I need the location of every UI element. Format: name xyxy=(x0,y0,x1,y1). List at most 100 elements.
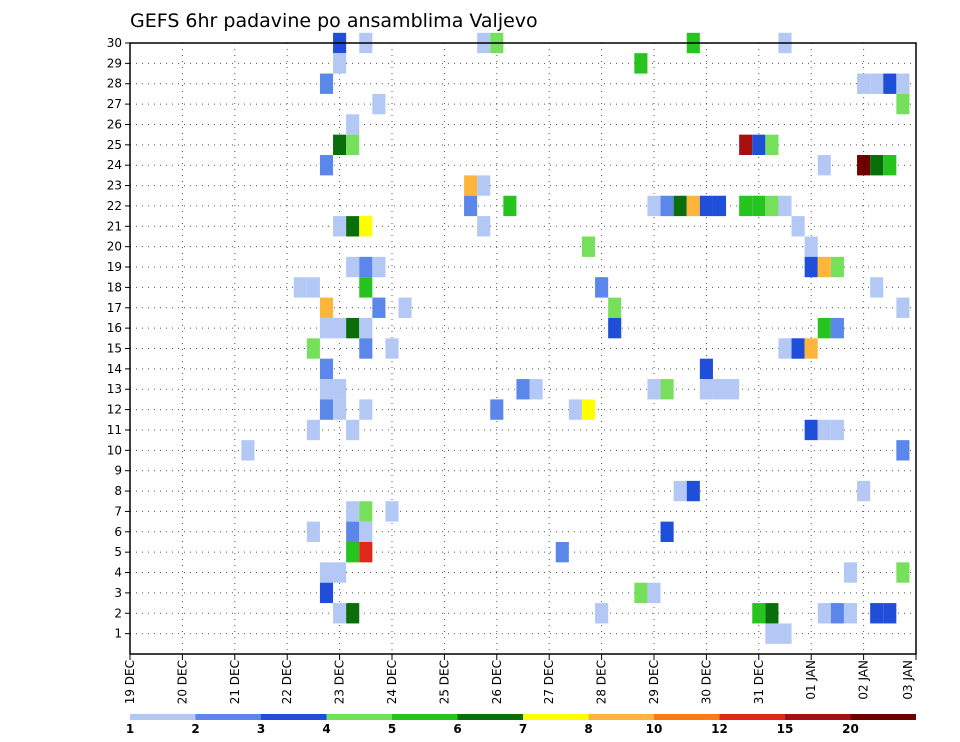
heatmap-cell xyxy=(306,338,320,359)
colorbar-segment xyxy=(588,714,654,720)
heatmap-cell xyxy=(385,338,399,359)
heatmap-cell xyxy=(778,195,792,217)
heatmap-cell xyxy=(319,399,334,420)
y-tick-label: 5 xyxy=(114,545,122,559)
heatmap-cell xyxy=(398,297,412,318)
heatmap-cell xyxy=(870,155,884,176)
heatmap-cell xyxy=(712,379,727,400)
heatmap-cell xyxy=(359,399,373,420)
y-tick-label: 16 xyxy=(107,321,122,335)
heatmap-cell xyxy=(359,501,373,522)
x-tick-label: 19 DEC xyxy=(123,660,137,704)
heatmap-cell xyxy=(843,562,858,583)
heatmap-cell xyxy=(804,419,818,441)
y-tick-label: 27 xyxy=(107,97,122,111)
x-tick-label: 03 JAN xyxy=(901,660,915,700)
heatmap-cell xyxy=(791,216,805,237)
y-tick-label: 14 xyxy=(107,362,122,376)
heatmap-cell xyxy=(686,195,700,217)
heatmap-cell xyxy=(804,338,818,359)
heatmap-cell xyxy=(241,440,255,461)
heatmap-cell xyxy=(490,399,504,420)
y-tick-label: 22 xyxy=(107,199,122,213)
heatmap-cell xyxy=(830,419,844,441)
heatmap-cell xyxy=(333,379,347,400)
heatmap-cell xyxy=(477,175,491,196)
heatmap-cell xyxy=(346,114,360,135)
heatmap-cell xyxy=(306,521,320,542)
heatmap-cell xyxy=(896,440,910,461)
y-tick-label: 23 xyxy=(107,179,122,193)
heatmap-cell xyxy=(346,419,360,441)
heatmap-cell xyxy=(333,134,347,156)
heatmap-cell xyxy=(319,379,334,400)
x-tick-label: 28 DEC xyxy=(595,660,609,704)
heatmap-cell xyxy=(791,338,805,359)
heatmap-cell xyxy=(830,317,844,339)
colorbar-segment xyxy=(457,714,523,720)
heatmap-cell xyxy=(778,338,792,359)
heatmap-cell xyxy=(765,603,779,624)
heatmap-cell xyxy=(896,562,910,583)
heatmap-cell xyxy=(346,521,360,542)
heatmap-cell xyxy=(372,93,386,115)
heatmap-cell xyxy=(581,399,596,420)
heatmap-cell xyxy=(333,603,347,624)
y-tick-label: 18 xyxy=(107,280,122,294)
heatmap-cell xyxy=(346,256,360,278)
heatmap-cell xyxy=(739,195,753,217)
colorbar-label: 15 xyxy=(777,722,794,736)
x-tick-label: 02 JAN xyxy=(857,660,871,700)
heatmap-cell xyxy=(686,480,700,502)
heatmap-cell xyxy=(883,155,897,176)
x-tick-label: 27 DEC xyxy=(542,660,556,704)
heatmap-cell xyxy=(359,317,373,339)
heatmap-cell xyxy=(346,541,360,563)
heatmap-cell xyxy=(319,562,334,583)
heatmap-cell xyxy=(817,256,831,278)
colorbar-label: 10 xyxy=(646,722,663,736)
colorbar-segment xyxy=(785,714,851,720)
heatmap-cell xyxy=(699,358,713,380)
x-tick-label: 20 DEC xyxy=(175,660,189,704)
y-tick-label: 24 xyxy=(107,158,122,172)
heatmap-cell xyxy=(319,358,334,380)
y-tick-label: 20 xyxy=(107,240,122,254)
heatmap-cell xyxy=(306,277,320,298)
y-tick-label: 26 xyxy=(107,117,122,131)
y-tick-label: 15 xyxy=(107,342,122,356)
heatmap-cell xyxy=(699,379,713,400)
heatmap-cell xyxy=(333,562,347,583)
heatmap-cell xyxy=(817,603,831,624)
y-tick-label: 30 xyxy=(107,36,122,50)
heatmap-cell xyxy=(634,53,648,74)
colorbar-segment xyxy=(195,714,261,720)
heatmap-cell xyxy=(595,277,609,298)
y-tick-label: 19 xyxy=(107,260,122,274)
x-tick-label: 01 JAN xyxy=(804,660,818,700)
y-tick-label: 7 xyxy=(114,504,122,518)
heatmap-cell xyxy=(883,603,897,624)
heatmap-cell xyxy=(346,603,360,624)
y-axis: 1234567891011121314151617181920212223242… xyxy=(107,36,130,641)
heatmap-cell xyxy=(359,541,373,563)
x-tick-label: 30 DEC xyxy=(699,660,713,704)
heatmap-cell xyxy=(319,297,334,318)
y-tick-label: 4 xyxy=(114,566,122,580)
y-tick-label: 9 xyxy=(114,464,122,478)
heatmap-cell xyxy=(555,541,569,563)
colorbar-label: 4 xyxy=(322,722,330,736)
heatmap-cell xyxy=(896,73,910,94)
heatmap-cell xyxy=(817,419,831,441)
heatmap-cell xyxy=(699,195,713,217)
heatmap-cell xyxy=(359,521,373,542)
heatmap-cell xyxy=(752,195,766,217)
heatmap-cell xyxy=(346,501,360,522)
heatmap-cell xyxy=(306,419,320,441)
heatmap-cell xyxy=(568,399,582,420)
heatmap-cell xyxy=(529,379,543,400)
heatmap-cell xyxy=(385,501,399,522)
y-tick-label: 25 xyxy=(107,138,122,152)
heatmap-cell xyxy=(739,134,753,156)
heatmap-cell xyxy=(883,73,897,94)
